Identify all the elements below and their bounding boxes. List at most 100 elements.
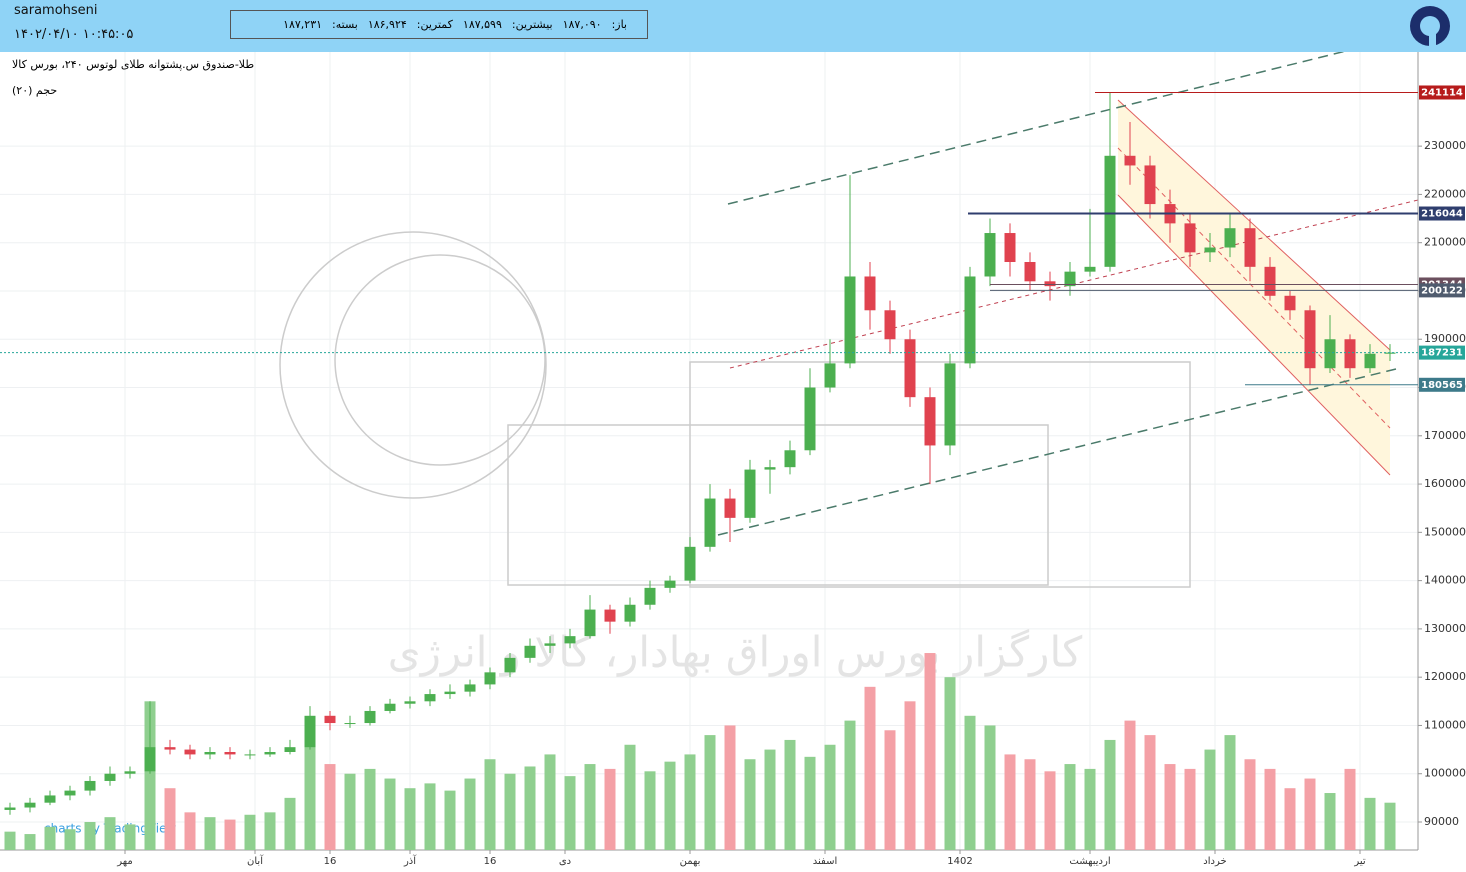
candle-body xyxy=(24,802,36,808)
candle-body xyxy=(564,636,576,644)
candle-body xyxy=(184,749,196,755)
volume-bar xyxy=(524,766,536,850)
volume-bar xyxy=(864,686,876,850)
candle-body xyxy=(464,684,476,692)
volume-bar xyxy=(544,754,556,850)
volume-bar xyxy=(684,754,696,850)
candle-body xyxy=(1084,266,1096,272)
candle-body xyxy=(1324,339,1336,369)
volume-bar xyxy=(884,730,896,850)
chart: کارگزار بورس اوراق بهادار، کالا و انرژی … xyxy=(0,52,1466,872)
price-level-label: 216044 xyxy=(1421,209,1463,220)
y-tick-label: 190000 xyxy=(1424,332,1466,345)
volume-bar xyxy=(124,824,136,850)
candle-body xyxy=(1204,247,1216,253)
candle-body xyxy=(544,643,556,646)
candle-body xyxy=(284,747,296,752)
volume-bar xyxy=(384,778,396,850)
volume-bar xyxy=(1024,759,1036,850)
candle-body xyxy=(1264,266,1276,296)
candle-body xyxy=(304,715,316,748)
candle-body xyxy=(484,672,496,685)
y-tick-label: 100000 xyxy=(1424,767,1466,780)
volume-bar xyxy=(224,819,236,850)
volume-bar xyxy=(1244,759,1256,850)
volume-bar xyxy=(504,773,516,850)
volume-bar xyxy=(1184,768,1196,850)
candle-body xyxy=(1124,155,1136,166)
y-tick-label: 110000 xyxy=(1424,718,1466,731)
candle-body xyxy=(324,715,336,724)
volume-bar xyxy=(1004,754,1016,850)
candle-body xyxy=(144,747,156,772)
candle-body xyxy=(944,363,956,446)
candle-body xyxy=(784,450,796,468)
volume-bar xyxy=(784,739,796,850)
volume-bar xyxy=(844,720,856,850)
y-tick-label: 140000 xyxy=(1424,574,1466,587)
price-level-tag xyxy=(1419,85,1465,100)
volume-bar xyxy=(764,749,776,850)
volume-bar xyxy=(664,761,676,850)
candle-body xyxy=(704,498,716,547)
volume-bar xyxy=(924,653,936,850)
volume-bar xyxy=(1204,749,1216,850)
candle-body xyxy=(804,387,816,451)
volume-bar xyxy=(424,783,436,850)
candle-body xyxy=(1384,352,1396,354)
ohlc-label: بسته: xyxy=(332,18,358,31)
x-tick-label: مهر xyxy=(116,856,132,867)
candle-body xyxy=(264,752,276,755)
volume-label: (حجم (۲۰ xyxy=(12,84,57,97)
volume-bar xyxy=(284,797,296,850)
x-tick-label: آذر xyxy=(403,854,417,867)
candle-body xyxy=(84,780,96,791)
volume-bar xyxy=(44,826,56,850)
candle-body xyxy=(1004,233,1016,262)
x-tick-label: 16 xyxy=(484,856,497,867)
y-tick-label: 130000 xyxy=(1424,622,1466,635)
volume-bar xyxy=(824,744,836,850)
y-tick-label: 210000 xyxy=(1424,236,1466,249)
volume-bar xyxy=(1144,735,1156,850)
price-level-label: 241114 xyxy=(1421,87,1463,98)
y-tick-label: 170000 xyxy=(1424,429,1466,442)
x-tick-label: اسفند xyxy=(813,856,837,867)
chart-title: طلا-صندوق س.پشتوانه طلای لوتوس ۲۴۰، بورس… xyxy=(12,58,254,71)
price-level-tag xyxy=(1419,206,1465,221)
candle-body xyxy=(384,703,396,711)
volume-bar xyxy=(1384,802,1396,850)
x-tick-label: بهمن xyxy=(680,856,701,867)
candle-body xyxy=(1364,353,1376,369)
volume-bar xyxy=(484,759,496,850)
ohlc-value: ۱۸۷,۰۹۰ xyxy=(562,18,602,31)
volume-bar xyxy=(244,814,256,850)
volume-bar xyxy=(104,817,116,850)
candle-body xyxy=(1044,281,1056,287)
y-tick-label: 160000 xyxy=(1424,477,1466,490)
volume-bar xyxy=(364,768,376,850)
ohlc-label: کمترین: xyxy=(416,18,453,31)
volume-bar xyxy=(904,701,916,850)
volume-bar xyxy=(264,812,276,850)
volume-bar xyxy=(1304,778,1316,850)
candle-body xyxy=(664,580,676,588)
volume-bar xyxy=(324,764,336,850)
price-level-tag xyxy=(1419,377,1465,392)
candle-body xyxy=(44,795,56,803)
price-level-tag xyxy=(1419,283,1465,298)
user: saramohseni xyxy=(14,3,98,18)
volume-bar xyxy=(644,771,656,850)
ohlc-value: ۱۸۶,۹۲۴ xyxy=(367,18,407,31)
candle-body xyxy=(1184,223,1196,253)
candle-body xyxy=(964,276,976,364)
candle-body xyxy=(824,363,836,388)
volume-bar xyxy=(984,725,996,850)
volume-bar xyxy=(404,788,416,850)
y-tick-label: 230000 xyxy=(1424,139,1466,152)
candle-body xyxy=(644,587,656,605)
ohlc-value: ۱۸۷,۵۹۹ xyxy=(462,18,502,31)
candle-body xyxy=(104,773,116,781)
x-tick-label: دی xyxy=(559,856,571,867)
candle-body xyxy=(204,752,216,755)
